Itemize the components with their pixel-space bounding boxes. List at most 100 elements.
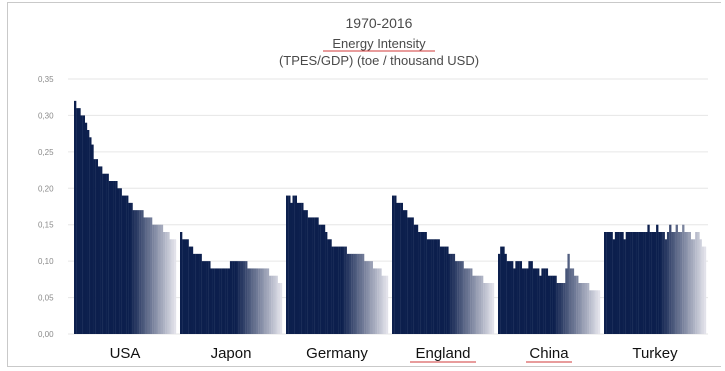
bar	[396, 202, 399, 334]
bar	[684, 232, 687, 334]
bar	[502, 246, 505, 334]
bar	[318, 224, 321, 334]
bar	[320, 224, 324, 334]
bar	[162, 232, 166, 334]
bar	[474, 275, 477, 334]
bar	[327, 239, 330, 334]
bar	[216, 268, 220, 334]
bar	[634, 232, 637, 334]
bar	[372, 268, 376, 334]
bar	[338, 246, 341, 334]
bar	[614, 232, 618, 334]
bar	[682, 224, 685, 334]
bar	[130, 202, 133, 334]
bar	[563, 283, 566, 334]
bar	[459, 261, 462, 334]
bar	[489, 283, 492, 334]
bar	[513, 268, 516, 334]
bar	[260, 268, 263, 334]
bar	[580, 283, 583, 334]
bar	[431, 239, 434, 334]
bar	[491, 283, 495, 334]
bar	[550, 275, 553, 334]
bar	[197, 253, 200, 334]
bar	[201, 261, 205, 334]
bar	[688, 232, 691, 334]
bar	[357, 253, 360, 334]
bar	[242, 261, 246, 334]
bar	[630, 232, 633, 334]
bar	[498, 253, 501, 334]
bar	[608, 232, 611, 334]
bar	[576, 275, 579, 334]
bar-group	[180, 232, 283, 334]
bar	[539, 275, 542, 334]
bar	[679, 232, 683, 334]
y-axis-ticks: 0,00 0,05 0,10 0,15 0,20 0,25 0,30 0,35	[38, 75, 54, 339]
bar	[621, 232, 624, 334]
bar	[508, 261, 512, 334]
bar	[381, 275, 384, 334]
bar	[534, 268, 538, 334]
bar	[322, 224, 326, 334]
bar	[521, 268, 525, 334]
bar	[76, 108, 79, 334]
category-labels: USA Japon Germany England China Turkey	[110, 345, 678, 363]
bar-group	[498, 246, 601, 334]
bar	[528, 261, 531, 334]
category-label: Germany	[306, 345, 368, 362]
bar	[584, 283, 588, 334]
bar	[110, 181, 114, 334]
bar	[335, 246, 339, 334]
bar	[351, 253, 354, 334]
bar	[677, 232, 681, 334]
bar	[606, 232, 609, 334]
bar	[128, 202, 131, 334]
bar	[219, 268, 222, 334]
bar	[333, 246, 337, 334]
bar	[610, 232, 613, 334]
bar	[701, 246, 704, 334]
bar	[106, 173, 109, 334]
bar	[647, 224, 650, 334]
bar	[221, 268, 224, 334]
bar	[571, 268, 575, 334]
bar	[245, 261, 248, 334]
bar	[232, 261, 235, 334]
bar	[119, 188, 122, 334]
bar	[636, 232, 639, 334]
bar	[428, 239, 432, 334]
bar	[632, 232, 635, 334]
bar	[346, 253, 350, 334]
bar	[84, 122, 88, 335]
bar	[671, 232, 674, 334]
bar	[400, 202, 403, 334]
bar	[476, 275, 479, 334]
bar	[234, 261, 237, 334]
bar	[597, 290, 601, 334]
bar	[385, 275, 389, 334]
y-tick-label: 0,20	[38, 184, 54, 193]
bar	[262, 268, 265, 334]
y-tick-label: 0,05	[38, 294, 54, 303]
chart-frame: 1970-2016 Energy Intensity (TPES/GDP) (t…	[7, 2, 721, 367]
y-tick-label: 0,10	[38, 257, 54, 266]
bar	[450, 253, 453, 334]
bar	[569, 268, 572, 334]
bar	[154, 224, 157, 334]
bar	[593, 290, 596, 334]
y-tick-label: 0,35	[38, 75, 54, 84]
bar	[426, 239, 430, 334]
bar	[238, 261, 241, 334]
bar	[286, 195, 289, 334]
bar	[435, 239, 438, 334]
bar	[454, 261, 458, 334]
bar	[565, 268, 568, 334]
bar	[301, 202, 304, 334]
category-label: China	[529, 345, 569, 362]
bar	[108, 181, 112, 334]
bar	[331, 246, 334, 334]
bar	[690, 239, 694, 334]
bar	[472, 275, 475, 334]
bar	[299, 202, 302, 334]
